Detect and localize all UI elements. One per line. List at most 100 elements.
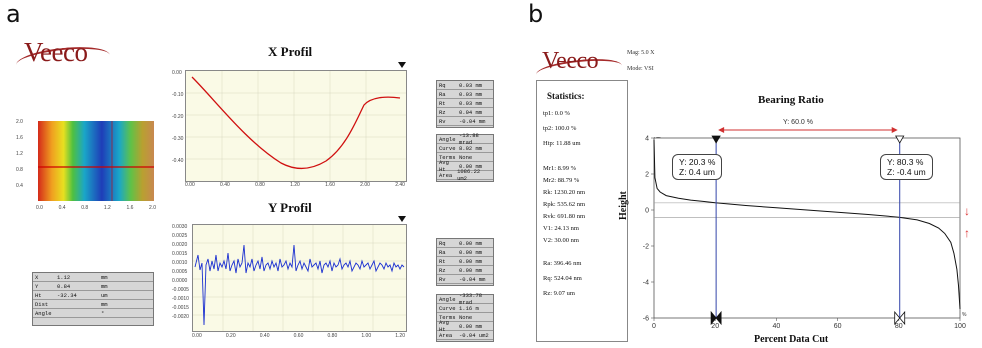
map-x-tick: 1.6 (126, 205, 134, 211)
y-tick-label: -2 (643, 244, 649, 251)
y-profile-x-tick: 1.20 (395, 333, 405, 339)
span-label: Y: 60.0 % (783, 119, 813, 126)
x-profile-plot (185, 70, 407, 182)
x-profile-x-tick: 0.40 (220, 182, 230, 188)
y-profile-x-tick: 0.20 (225, 333, 236, 339)
stat-line: V2: 30.00 nm (543, 237, 579, 244)
arrow-down-icon: ↓ (964, 204, 970, 218)
stat-line: Htp: 11.88 um (543, 140, 581, 147)
map-x-tick: 0.4 (58, 205, 66, 211)
stat-line: Rz: 9.07 um (543, 290, 575, 297)
surface-map-image (38, 121, 154, 201)
y-tick-label: 0 (645, 208, 649, 215)
cursor-callout-right: Y: 80.3 % Z: -0.4 um (880, 154, 933, 180)
cursor-row: Y 0.84 mm (33, 282, 153, 291)
cursor-bottom-marker (715, 310, 722, 326)
y-profile-y-tick: 0.0020 (172, 242, 188, 248)
y-profile-stats-table: Rq 0.00 mm Ra 0.00 mm Rt 0.00 mm Rz 0.00 mm … (436, 238, 494, 286)
x-tick-label: 20 (711, 323, 719, 330)
x-axis-label: Percent Data Cut (754, 334, 829, 345)
y-profile-y-tick: 0.0010 (172, 260, 188, 266)
y-profile-y-tick: 0.0025 (172, 233, 188, 239)
y-profile-y-tick: 0.0000 (172, 278, 188, 284)
span-arrow-left-head (718, 127, 725, 133)
y-profile-y-tick: -0.0005 (172, 287, 189, 293)
stat-line: tp1: 0.0 % (543, 110, 570, 117)
cursor-row: Dist mm (33, 300, 153, 309)
stat-line: Rpk: 535.62 nm (543, 201, 586, 208)
y-profile-title: Y Profil (268, 200, 312, 215)
y-tick-label: 4 (645, 136, 649, 143)
x-tick-label: 40 (773, 323, 781, 330)
magnification-label: Mag: 5.0 X (627, 50, 655, 56)
chart-title: Bearing Ratio (758, 94, 824, 106)
x-profile-stats-table-2: Angle -13.88 mrad Curve 8.02 mm Terms None … (436, 132, 494, 182)
cursor-bottom-marker (899, 310, 906, 326)
statistics-panel: Statistics: tp1: 0.0 % tp2: 100.0 % Htp:… (536, 80, 628, 342)
x-profile-x-tick: 0.80 (255, 182, 265, 188)
x-profile-curve (186, 71, 406, 181)
cursor-bottom-marker (710, 310, 717, 326)
y-tick-label: -4 (643, 280, 649, 287)
y-profile-y-tick: -0.0015 (172, 305, 189, 311)
veeco-logo: Veeco (15, 34, 116, 77)
panel-a-label: a (6, 0, 21, 28)
cursor-top-marker (711, 135, 721, 144)
stat-line: V1: 24.13 nm (543, 225, 579, 232)
x-profile-x-tick: 2.40 (395, 182, 405, 188)
percent-label: % (962, 312, 967, 318)
map-x-tick: 0.8 (81, 205, 89, 211)
stat-line: Mr2: 88.79 % (543, 177, 580, 184)
panel-b-label: b (528, 0, 544, 28)
x-profile-x-tick: 1.20 (290, 182, 300, 188)
x-profile-title: X Profil (268, 44, 313, 59)
stat-line: Rq: 524.04 nm (543, 275, 582, 282)
stat-line: Rvk: 691.80 nm (543, 213, 586, 220)
veeco-logo-b: Veeco (535, 46, 628, 85)
bearing-curve (653, 139, 961, 310)
y-profile-plot (192, 224, 407, 332)
x-profile-y-tick: -0.20 (172, 114, 184, 120)
map-x-tick: 2.0 (149, 205, 156, 211)
cursor-table: X 1.12 mm Y 0.84 mm Ht -32.34 um Dist mm Angle ° (32, 272, 154, 326)
x-profile-x-tick: 0.00 (185, 182, 195, 188)
cursor-row: X 1.12 mm (33, 273, 153, 282)
y-profile-x-tick: 1.00 (361, 333, 372, 339)
y-axis-label: Height (618, 191, 629, 220)
stat-line: Rk: 1230.20 nm (543, 189, 586, 196)
x-tick-label: 60 (834, 323, 842, 330)
y-profile-y-tick: -0.0010 (172, 296, 189, 302)
y-profile-y-tick: 0.0005 (172, 269, 188, 275)
stat-line: Ra: 396.46 nm (543, 260, 582, 267)
x-tick-label: 0 (652, 323, 656, 330)
y-profile-x-tick: 0.60 (293, 333, 304, 339)
x-profile-marker-icon (398, 62, 406, 68)
map-x-tick: 0.0 (36, 205, 43, 211)
stat-line: tp2: 100.0 % (543, 125, 577, 132)
map-y-tick: 1.6 (16, 135, 23, 141)
cursor-row: Angle ° (33, 309, 153, 318)
span-arrow-right-head (891, 127, 898, 133)
map-x-tick: 1.2 (103, 205, 111, 211)
cursor-bottom-marker (894, 310, 901, 326)
arrow-up-icon: ↑ (964, 226, 970, 240)
y-profile-marker-icon (398, 216, 406, 222)
y-profile-y-tick: 0.0015 (172, 251, 188, 257)
cursor-row: Ht -32.34 um (33, 291, 153, 300)
cursor-top-marker (895, 135, 905, 144)
map-y-tick: 1.2 (16, 151, 23, 157)
y-profile-x-tick: 0.80 (327, 333, 338, 339)
y-tick-label: -6 (643, 316, 649, 323)
stat-line: Mr1: 8.99 % (543, 165, 577, 172)
x-tick-label: 100 (954, 323, 966, 330)
x-profile-y-tick: -0.40 (172, 158, 184, 164)
x-profile-stats-table: Rq 0.03 mm Ra 0.03 mm Rt 0.03 mm Rz 0.04 mm … (436, 80, 494, 128)
cursor-callout-left: Y: 20.3 % Z: 0.4 um (672, 154, 723, 180)
surface-map: 2.0 1.6 1.2 0.8 0.4 0.0 0.4 0.8 1.2 1.6 … (16, 115, 156, 215)
x-profile-x-tick: 2.00 (360, 182, 370, 188)
x-profile-x-tick: 1.60 (325, 182, 335, 188)
x-profile-y-tick: -0.10 (172, 92, 184, 98)
mode-label: Mode: VSI (627, 66, 654, 72)
y-profile-curve (193, 225, 406, 331)
x-profile-y-tick: 0.00 (172, 70, 182, 76)
